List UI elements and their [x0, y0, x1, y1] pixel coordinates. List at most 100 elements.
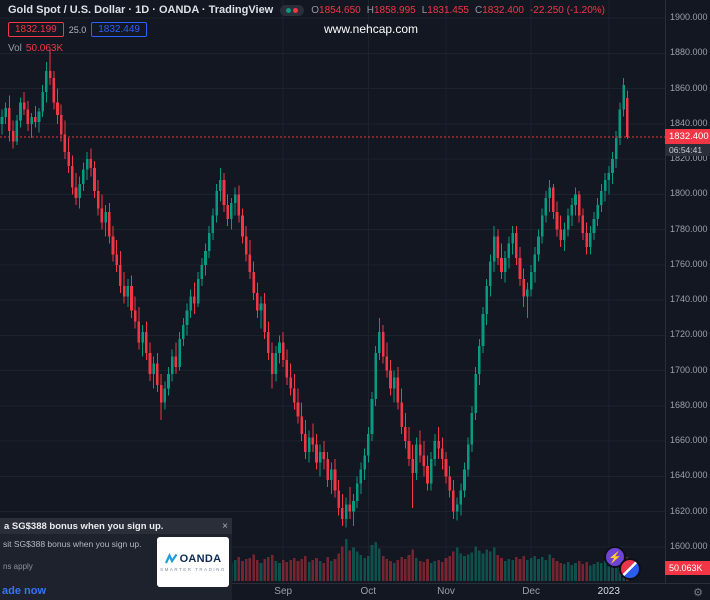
candle-body [307, 437, 311, 452]
candle-body [207, 233, 211, 251]
brand-bubble-button[interactable] [619, 558, 641, 580]
market-status-pill[interactable] [280, 4, 305, 16]
candle-body [585, 233, 588, 248]
volume-bar [326, 557, 329, 581]
candle-body [381, 331, 385, 357]
volume-bar [500, 558, 503, 581]
volume-bar [274, 560, 278, 581]
volume-bar [415, 558, 418, 581]
price-tick-label: 1820.000 [670, 153, 708, 164]
candle-wick [49, 49, 51, 86]
bar-countdown: 06:54:41 [665, 144, 710, 156]
candle-body [274, 353, 278, 375]
open-label: O [311, 4, 320, 16]
symbol-title[interactable]: Gold Spot / U.S. Dollar · 1D · OANDA · T… [8, 4, 274, 16]
candle-body [540, 215, 544, 237]
candle-body [111, 236, 115, 255]
volume-bar [396, 560, 400, 581]
candle-body [352, 501, 355, 512]
ad-banner[interactable]: a SG$388 bonus when you sign up. × sit S… [0, 518, 232, 600]
chart-legend: Gold Spot / U.S. Dollar · 1D · OANDA · T… [8, 4, 605, 16]
ad-body-text: sit SG$388 bonus when you sign up. [3, 539, 142, 549]
ad-close-icon[interactable]: × [222, 520, 228, 532]
candle-body [133, 310, 137, 322]
candle-body [537, 236, 540, 255]
candle-body [241, 215, 244, 237]
candle-body [71, 166, 74, 188]
low-label: L [421, 4, 428, 16]
candle-body [108, 211, 111, 237]
candle-body [611, 159, 614, 174]
ad-cta-link[interactable]: ade now [2, 585, 47, 597]
candle-body [82, 169, 85, 184]
candle-body [378, 331, 381, 354]
candle-body [174, 356, 178, 368]
price-axis[interactable]: 1900.000 1880.000 1860.000 1840.000 1820.000… [665, 0, 710, 583]
candle-body [222, 180, 226, 205]
settings-gear-icon[interactable]: ⚙ [693, 587, 703, 599]
volume-bar [311, 560, 315, 581]
candle-body [281, 342, 285, 361]
volume-bar [459, 553, 463, 581]
candle-body [182, 324, 185, 339]
low-value: 1831.455 [427, 4, 469, 16]
volume-bar [378, 548, 381, 581]
candle-body [507, 243, 511, 258]
candle-body [511, 233, 514, 244]
price-tick-label: 1800.000 [670, 188, 708, 199]
candle-body [544, 197, 548, 216]
candlestick-chart[interactable] [0, 0, 665, 583]
price-tick-label: 1680.000 [670, 399, 708, 410]
candle-body [296, 402, 300, 417]
candle-body [563, 229, 566, 241]
candle-body [237, 194, 241, 216]
candle-body [248, 254, 252, 272]
volume-bar [607, 566, 611, 581]
candle-body [385, 356, 389, 371]
buy-button[interactable]: 1832.449 [91, 22, 147, 37]
candle-body [263, 303, 266, 332]
oanda-logo-icon [164, 552, 177, 563]
candle-body [396, 377, 400, 403]
volume-bar [307, 561, 311, 581]
candle-body [566, 215, 570, 230]
volume-bar [370, 545, 374, 581]
candle-body [481, 314, 485, 346]
candle-body [233, 194, 237, 204]
volume-bar [385, 559, 389, 581]
volume-bar [389, 560, 392, 581]
volume-bar [492, 547, 496, 581]
spread-value: 25.0 [68, 24, 87, 35]
candle-body [330, 469, 333, 480]
volume-bar [470, 552, 474, 581]
candle-body [415, 444, 418, 473]
candle-body [492, 236, 496, 262]
volume-bar [478, 550, 481, 581]
candle-body [141, 331, 144, 343]
time-tick-label: Dec [522, 586, 540, 597]
volume-bar [285, 561, 289, 581]
candle-body [4, 107, 7, 117]
time-tick-label: Oct [360, 586, 377, 597]
volume-bar [344, 539, 348, 581]
volume-bar [437, 560, 440, 581]
candle-body [411, 458, 414, 473]
candle-body [367, 434, 370, 456]
volume-bar [600, 562, 603, 581]
candle-body [285, 360, 289, 378]
candle-body [452, 490, 455, 512]
volume-bar [611, 564, 614, 581]
candle-body [478, 345, 481, 375]
candle-body [466, 444, 470, 470]
candle-body [67, 152, 70, 167]
volume-bar [574, 562, 577, 581]
volume-bar [433, 560, 437, 581]
oanda-logo-card[interactable]: OANDA SMARTER TRADING [157, 537, 229, 587]
candle-body [529, 271, 533, 290]
price-tick-label: 1780.000 [670, 223, 708, 234]
volume-bar [252, 554, 255, 581]
candle-body [559, 229, 562, 241]
sell-button[interactable]: 1832.199 [8, 22, 64, 37]
candle-body [348, 504, 352, 512]
candle-body [322, 451, 326, 459]
